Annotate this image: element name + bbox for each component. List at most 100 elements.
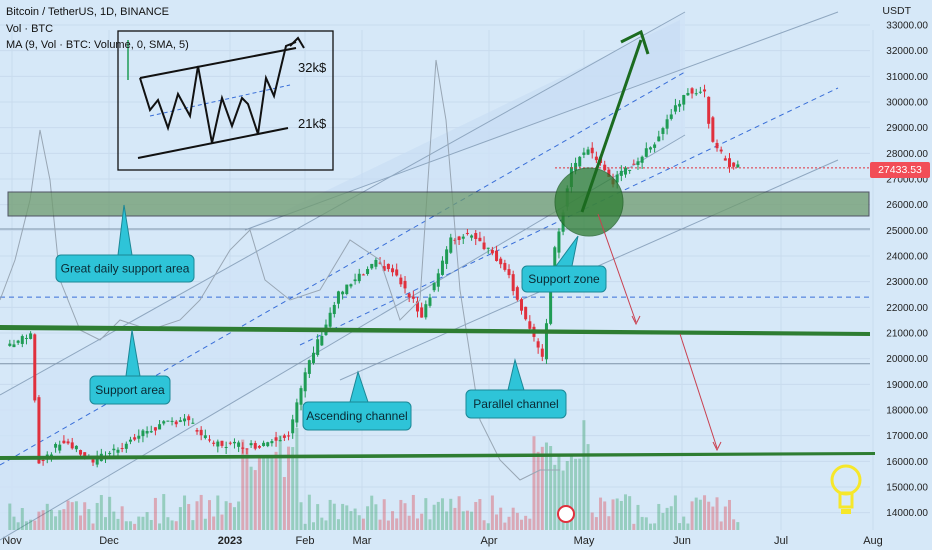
candle-body [162, 421, 166, 424]
volume-legend: Vol · BTC [6, 23, 54, 35]
volume-bar [395, 518, 399, 530]
volume-bar [540, 446, 544, 530]
candle-body [378, 262, 382, 264]
candle-body [245, 448, 249, 450]
candle-body [648, 147, 652, 150]
volume-bar [232, 507, 236, 530]
volume-bar [216, 495, 220, 530]
candle-body [698, 91, 702, 93]
volume-bar [79, 515, 83, 530]
volume-bar [174, 521, 178, 530]
candle-body [153, 427, 157, 431]
candle-body [503, 262, 507, 270]
volume-bar [291, 447, 295, 530]
volume-bar [374, 504, 378, 530]
y-tick-label: 17000.00 [886, 431, 928, 442]
volume-bar [594, 517, 598, 530]
candle-body [332, 304, 336, 315]
y-tick-label: 14000.00 [886, 508, 928, 519]
channel-line [0, 71, 686, 466]
candle-body [133, 437, 137, 440]
volume-bar [378, 519, 382, 530]
volume-bar [569, 456, 573, 530]
candle-body [187, 416, 191, 421]
candle-body [515, 287, 519, 300]
x-tick-label: Dec [99, 535, 119, 547]
candle-body [108, 452, 112, 454]
volume-bar [432, 504, 436, 530]
candle-body [511, 274, 515, 292]
candle-body [241, 447, 245, 449]
ma-legend: MA (9, Vol · BTC: Volume, 0, SMA, 5) [6, 39, 189, 51]
volume-bar [698, 499, 702, 530]
candle-body [174, 421, 178, 425]
volume-bar [303, 523, 307, 530]
volume-bar [732, 519, 736, 530]
candle-body [386, 263, 390, 270]
candle-body [507, 269, 511, 276]
candle-body [41, 460, 45, 462]
volume-bar [54, 516, 58, 530]
support-line-21k [0, 325, 870, 336]
volume-bar [220, 514, 224, 530]
volume-bar [628, 496, 632, 530]
volume-bar [682, 516, 686, 530]
volume-bar [403, 503, 407, 530]
y-tick-label: 18000.00 [886, 406, 928, 417]
volume-bar [673, 495, 677, 530]
candle-body [216, 441, 220, 447]
candle-body [303, 372, 307, 392]
volume-bar [83, 502, 87, 530]
volume-bar [723, 506, 727, 530]
horizontal-levels [0, 228, 870, 365]
volume-bar [416, 518, 419, 530]
volume-bar [212, 516, 216, 530]
candle-body [428, 297, 432, 306]
volume-bar [91, 523, 95, 530]
candle-body [116, 449, 120, 453]
volume-bar [133, 523, 137, 530]
candle-body [411, 296, 415, 299]
candle-body [253, 443, 257, 449]
candle-body [262, 442, 266, 447]
great-daily-support-band [7, 191, 870, 217]
volume-bar [270, 457, 274, 530]
candle-body [183, 418, 187, 422]
x-tick-label: Apr [480, 535, 497, 547]
candle-body [416, 301, 419, 312]
candle-body [619, 170, 623, 176]
volume-bar [370, 495, 374, 530]
volume-bar [586, 444, 590, 530]
candle-body [124, 443, 128, 449]
candle-body [8, 343, 12, 346]
candle-body [191, 422, 195, 424]
red-arrow-head [712, 441, 722, 452]
volume-bar [166, 517, 170, 530]
volume-bar [399, 499, 403, 530]
volume-bar [524, 515, 528, 530]
volume-bar [29, 519, 33, 530]
volume-bar [561, 470, 565, 530]
candle-body [58, 444, 62, 451]
volume-bar [307, 494, 311, 530]
y-tick-label: 16000.00 [886, 457, 928, 468]
volume-bar [515, 512, 519, 530]
volume-bar [420, 513, 424, 530]
candle-body [524, 306, 528, 320]
candle-body [158, 424, 162, 430]
volume-bar [245, 449, 249, 530]
candle-body [707, 96, 711, 124]
volume-bar [499, 507, 503, 530]
y-axis-currency: USDT [882, 5, 911, 17]
volume-bar [33, 520, 37, 530]
candle-body [128, 439, 132, 442]
volume-bar [615, 498, 619, 530]
volume-bar [520, 519, 523, 530]
candle-body [282, 435, 286, 438]
volume-bar [49, 510, 53, 530]
volume-bar [41, 510, 45, 530]
lightbulb-icon [830, 464, 862, 514]
volume-bar [428, 519, 432, 530]
